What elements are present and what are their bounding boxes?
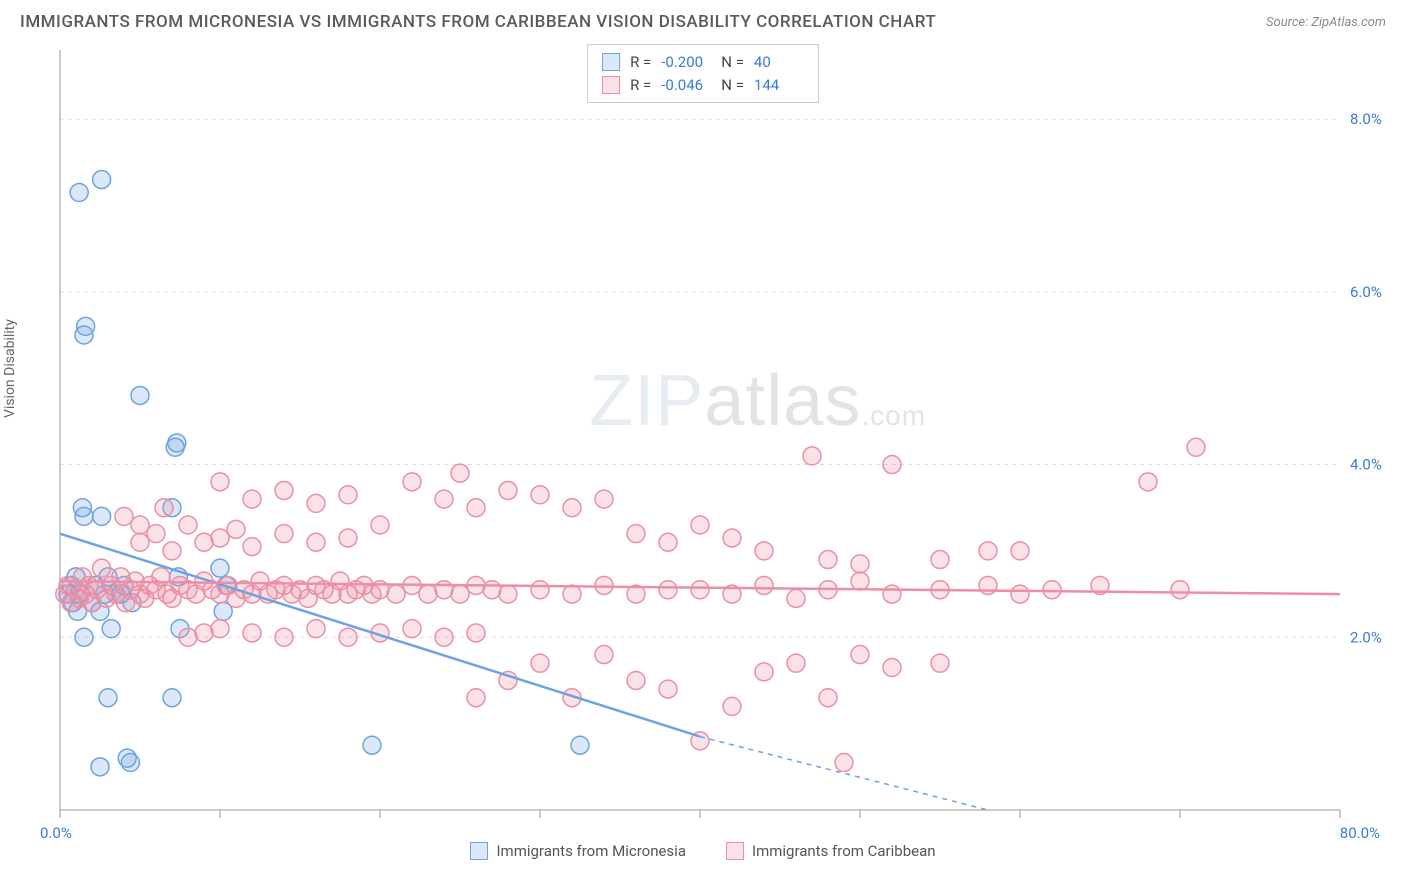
svg-text:0.0%: 0.0% [40, 824, 72, 842]
legend-item-1: Immigrants from Micronesia [470, 842, 686, 860]
chart-container: Vision Disability 2.0%4.0%6.0%8.0%0.0%80… [20, 40, 1386, 860]
stats-legend-box: R = -0.200 N = 40 R = -0.046 N = 144 [587, 44, 819, 103]
bottom-legend: Immigrants from Micronesia Immigrants fr… [20, 842, 1386, 860]
svg-text:4.0%: 4.0% [1350, 456, 1382, 474]
swatch-series-1 [602, 53, 620, 71]
svg-text:80.0%: 80.0% [1340, 824, 1380, 842]
stats-row-2: R = -0.046 N = 144 [602, 74, 804, 97]
swatch-series-1 [470, 842, 488, 860]
swatch-series-2 [602, 76, 620, 94]
svg-text:8.0%: 8.0% [1350, 110, 1382, 128]
svg-text:6.0%: 6.0% [1350, 283, 1382, 301]
swatch-series-2 [726, 842, 744, 860]
header: IMMIGRANTS FROM MICRONESIA VS IMMIGRANTS… [0, 0, 1406, 40]
page-title: IMMIGRANTS FROM MICRONESIA VS IMMIGRANTS… [20, 12, 936, 32]
source-credit: Source: ZipAtlas.com [1266, 15, 1386, 30]
y-axis-label: Vision Disability [2, 319, 18, 418]
scatter-chart: 2.0% 4.0% 6.0% 8.0% 0.0% 80.0% [20, 40, 1386, 860]
legend-item-2: Immigrants from Caribbean [726, 842, 936, 860]
stats-row-1: R = -0.200 N = 40 [602, 51, 804, 74]
svg-text:2.0%: 2.0% [1350, 628, 1382, 646]
